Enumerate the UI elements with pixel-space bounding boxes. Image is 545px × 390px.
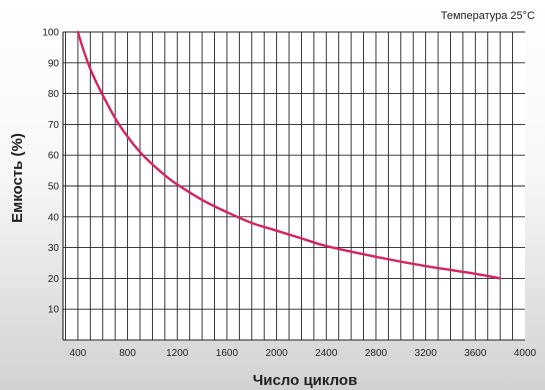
x-tick-labels: 400 800 1200 1600 2000 2400 2800 3200 3600 4000 — [70, 348, 537, 359]
y-tick-label: 60 — [48, 151, 60, 162]
capacity-series-line — [76, 30, 502, 280]
series-layer — [76, 30, 502, 280]
x-tick-label: 2000 — [265, 348, 288, 359]
x-tick-label: 3200 — [415, 348, 438, 359]
x-tick-label: 1600 — [216, 348, 239, 359]
y-tick-label: 20 — [48, 274, 60, 285]
y-tick-label: 90 — [48, 58, 60, 69]
y-tick-label: 50 — [48, 182, 60, 193]
temperature-annotation: Температура 25°C — [441, 10, 535, 22]
x-tick-label: 400 — [70, 348, 87, 359]
y-tick-label: 80 — [48, 89, 60, 100]
grid — [62, 31, 525, 341]
x-tick-label: 4000 — [514, 348, 537, 359]
y-axis-title: Емкость (%) — [9, 133, 26, 223]
x-tick-label: 2800 — [365, 348, 388, 359]
y-tick-label: 40 — [48, 212, 60, 223]
x-tick-label: 3600 — [464, 348, 487, 359]
x-tick-label: 800 — [119, 348, 136, 359]
y-tick-label: 100 — [42, 28, 59, 39]
y-tick-label: 70 — [48, 120, 60, 131]
x-axis-title: Число циклов — [253, 372, 358, 389]
y-tick-labels: 10 20 30 40 50 60 70 80 90 100 — [42, 28, 59, 316]
y-tick-label: 10 — [48, 305, 60, 316]
y-tick-label: 30 — [48, 243, 60, 254]
x-tick-label: 1200 — [166, 348, 189, 359]
x-tick-label: 2400 — [315, 348, 338, 359]
